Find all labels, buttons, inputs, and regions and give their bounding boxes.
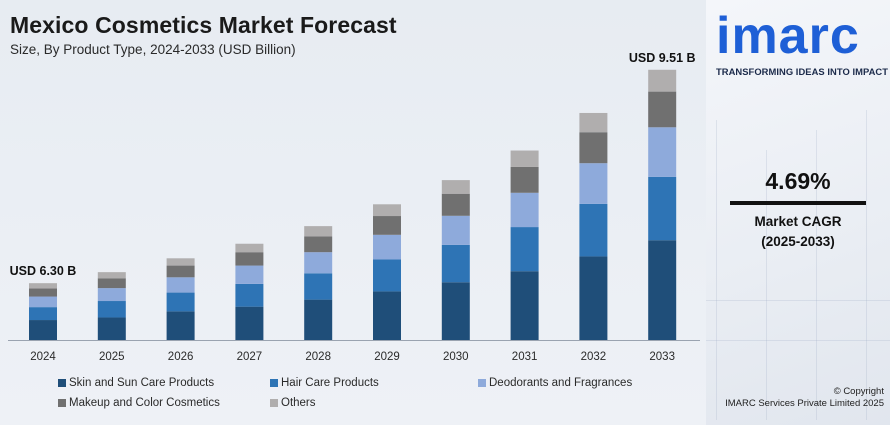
- bar-segment-2024-series-1: [29, 320, 57, 340]
- bar-segment-2026-series-1: [166, 311, 195, 340]
- legend-item: Hair Care Products: [270, 376, 379, 390]
- bar-segment-2024-series-3: [29, 296, 57, 308]
- legend-label: Others: [281, 397, 316, 409]
- legend-label: Skin and Sun Care Products: [69, 377, 215, 389]
- bar-segment-2030-series-2: [441, 244, 470, 283]
- page-subtitle: Size, By Product Type, 2024-2033 (USD Bi…: [10, 42, 296, 57]
- bar-segment-2031-series-2: [510, 227, 539, 272]
- bar-segment-2033-series-1: [648, 240, 677, 340]
- imarc-logo: imarc TRANSFORMING IDEAS INTO IMPACT: [716, 7, 888, 77]
- legend-swatch: [58, 399, 66, 407]
- legend-swatch: [270, 379, 278, 387]
- x-tick-label-2030: 2030: [443, 351, 469, 363]
- page-title: Mexico Cosmetics Market Forecast: [10, 12, 397, 38]
- bar-segment-2025-series-1: [97, 317, 126, 340]
- decor-line: [816, 130, 817, 420]
- bar-segment-2031-series-1: [510, 271, 539, 340]
- decor-line: [716, 120, 717, 420]
- bar-segment-2031-series-4: [510, 166, 539, 193]
- bar-segment-2029-series-2: [373, 259, 401, 292]
- bar-segment-2030-series-5: [441, 180, 470, 194]
- bar-segment-2027-series-2: [235, 283, 264, 307]
- bar-segment-2033-series-2: [648, 176, 677, 241]
- cagr-value: 4.69%: [765, 168, 831, 194]
- bar-segment-2027-series-5: [235, 243, 264, 253]
- legend-label: Deodorants and Fragrances: [489, 377, 633, 389]
- x-tick-label-2024: 2024: [30, 351, 56, 363]
- x-tick-label-2025: 2025: [99, 351, 125, 363]
- bar-segment-2027-series-3: [235, 265, 264, 284]
- cagr-label: Market CAGR (2025-2033): [712, 212, 884, 252]
- cagr-divider: [730, 201, 866, 205]
- x-tick-label-2028: 2028: [305, 351, 331, 363]
- bar-segment-2025-series-4: [97, 278, 126, 289]
- cagr-label-line1: Market CAGR: [754, 214, 842, 229]
- legend-label: Makeup and Color Cosmetics: [69, 397, 220, 409]
- cagr-label-line2: (2025-2033): [761, 234, 835, 249]
- bar-segment-2033-series-3: [648, 127, 677, 177]
- x-tick-label-2026: 2026: [168, 351, 194, 363]
- copyright-line2: IMARC Services Private Limited 2025: [725, 398, 884, 409]
- bar-segment-2028-series-2: [304, 273, 333, 300]
- bar-segment-2026-series-2: [166, 292, 195, 312]
- copyright-notice: © Copyright IMARC Services Private Limit…: [712, 386, 884, 410]
- decor-line: [866, 110, 867, 420]
- bar-segment-2033-series-4: [648, 91, 677, 128]
- decor-line: [706, 300, 890, 301]
- legend-item: Others: [270, 396, 316, 410]
- brand-panel: [706, 0, 890, 425]
- total-label-2024: USD 6.30 B: [10, 264, 77, 278]
- bar-segment-2026-series-4: [166, 265, 195, 278]
- x-tick-label-2029: 2029: [374, 351, 400, 363]
- bar-segment-2029-series-5: [373, 204, 401, 217]
- bar-segment-2025-series-5: [97, 272, 126, 279]
- bar-segment-2032-series-4: [579, 132, 608, 164]
- chart-legend: Skin and Sun Care Products Hair Care Prod…: [58, 376, 698, 416]
- bar-segment-2029-series-1: [373, 291, 401, 340]
- bar-segment-2033-series-5: [648, 69, 677, 92]
- decor-line: [706, 340, 890, 341]
- bar-segment-2029-series-4: [373, 216, 401, 235]
- bar-segment-2027-series-4: [235, 252, 264, 266]
- legend-swatch: [270, 399, 278, 407]
- stacked-bar-chart: 2024 2025 2026 2027 2028 2029 2030 2031 2032 2033…: [8, 51, 700, 363]
- copyright-line1: © Copyright: [833, 386, 884, 397]
- bar-segment-2032-series-1: [579, 256, 608, 340]
- logo-tagline: TRANSFORMING IDEAS INTO IMPACT: [716, 66, 888, 77]
- bar-segment-2026-series-5: [166, 258, 195, 266]
- bar-segment-2032-series-5: [579, 112, 608, 133]
- x-tick-label-2027: 2027: [237, 351, 263, 363]
- bar-segment-2030-series-1: [441, 282, 470, 340]
- total-label-2033: USD 9.51 B: [629, 51, 696, 65]
- bar-segment-2031-series-5: [510, 150, 539, 167]
- legend-swatch: [478, 379, 486, 387]
- legend-item: Skin and Sun Care Products: [58, 376, 214, 390]
- bar-segment-2028-series-5: [304, 226, 333, 237]
- bar-segment-2025-series-2: [97, 301, 126, 318]
- bar-segment-2031-series-3: [510, 192, 539, 228]
- x-tick-label-2032: 2032: [581, 351, 607, 363]
- bar-segment-2028-series-4: [304, 236, 333, 253]
- bar-segment-2024-series-2: [29, 307, 57, 321]
- logo-wordmark: imarc: [716, 7, 860, 65]
- bar-segment-2024-series-4: [29, 288, 57, 297]
- legend-label: Hair Care Products: [281, 377, 379, 389]
- bar-segment-2029-series-3: [373, 234, 401, 260]
- bar-segment-2030-series-3: [441, 215, 470, 245]
- bar-segment-2032-series-2: [579, 203, 608, 257]
- legend-swatch: [58, 379, 66, 387]
- decor-line: [766, 150, 767, 420]
- bar-segment-2027-series-1: [235, 306, 264, 340]
- bar-segment-2024-series-5: [29, 283, 57, 289]
- bar-segment-2032-series-3: [579, 163, 608, 204]
- legend-item: Makeup and Color Cosmetics: [58, 396, 220, 410]
- legend-item: Deodorants and Fragrances: [478, 376, 632, 390]
- bar-segment-2028-series-3: [304, 252, 333, 274]
- x-tick-label-2031: 2031: [512, 351, 538, 363]
- bar-segment-2025-series-3: [97, 288, 126, 302]
- bar-segment-2028-series-1: [304, 299, 333, 340]
- x-tick-label-2033: 2033: [649, 351, 675, 363]
- bar-segment-2026-series-3: [166, 277, 195, 293]
- bar-segment-2030-series-4: [441, 193, 470, 216]
